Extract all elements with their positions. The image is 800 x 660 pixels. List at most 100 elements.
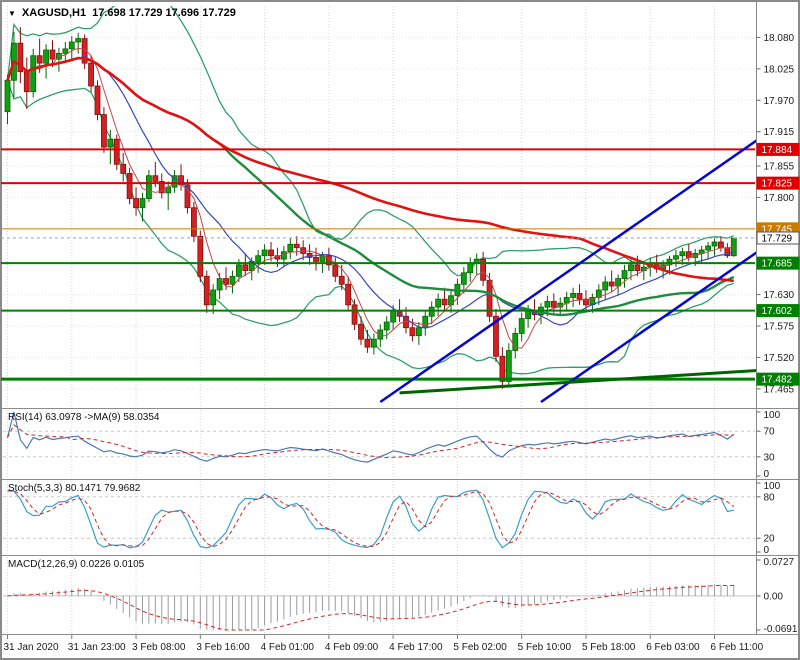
candle-body bbox=[673, 255, 679, 260]
candle-body bbox=[235, 264, 242, 277]
candle-body bbox=[171, 175, 178, 188]
sma-12-line bbox=[6, 56, 735, 329]
price-tick-label: 17.575 bbox=[764, 322, 795, 333]
candle-body bbox=[377, 329, 384, 340]
sma-5-line bbox=[7, 47, 734, 349]
candle-body bbox=[139, 198, 146, 209]
price-level-box bbox=[756, 372, 800, 386]
time-axis-label: 5 Feb 10:00 bbox=[518, 642, 572, 653]
price-tick-label: 18.080 bbox=[764, 33, 795, 44]
candle-body bbox=[197, 235, 204, 277]
price-level-box bbox=[756, 231, 800, 245]
candle-body bbox=[544, 301, 551, 308]
time-axis-label: 3 Feb 16:00 bbox=[196, 642, 250, 653]
candle-body bbox=[383, 321, 390, 331]
candle-body bbox=[512, 333, 519, 351]
overlay-lines-layer bbox=[6, 47, 735, 349]
candle-body bbox=[358, 323, 364, 340]
candle-body bbox=[4, 79, 11, 113]
candle-body bbox=[608, 281, 615, 287]
candle-body bbox=[634, 264, 641, 271]
indicator-tick-label: -0.0691 bbox=[764, 624, 798, 635]
price-tick-label: 17.915 bbox=[764, 127, 795, 138]
candle-body bbox=[190, 207, 197, 237]
candle-body bbox=[345, 283, 352, 306]
candle-body bbox=[146, 175, 152, 199]
candle-body bbox=[133, 198, 139, 209]
trendline-3[interactable] bbox=[399, 369, 766, 395]
candle-body bbox=[223, 278, 229, 285]
trendline-2[interactable] bbox=[540, 246, 766, 404]
candle-body bbox=[370, 338, 377, 348]
one-click-trading-icon[interactable]: ▼ bbox=[8, 9, 16, 18]
sma-90-line bbox=[6, 56, 734, 283]
candle-body bbox=[101, 114, 107, 148]
candle-body bbox=[81, 38, 88, 64]
candle-body bbox=[332, 264, 339, 277]
candle-body bbox=[711, 241, 718, 247]
candle-body bbox=[261, 249, 268, 257]
time-axis-label: 3 Feb 08:00 bbox=[132, 642, 186, 653]
time-axis-label: 5 Feb 02:00 bbox=[453, 642, 507, 653]
candle-body bbox=[718, 241, 724, 249]
candle-body bbox=[705, 245, 711, 251]
candle-body bbox=[293, 243, 300, 249]
price-level-box bbox=[756, 304, 800, 318]
candle-body bbox=[43, 49, 49, 64]
price-tick-label: 18.025 bbox=[764, 64, 795, 75]
candle-body bbox=[685, 251, 692, 258]
indicator-tick-label: 100 bbox=[764, 410, 781, 421]
price-level-box bbox=[756, 176, 800, 190]
indicator-tick-label: 0.0727 bbox=[764, 557, 795, 568]
price-tick-label: 17.630 bbox=[764, 290, 795, 301]
macd-layer bbox=[3, 584, 755, 631]
candle-body bbox=[724, 247, 731, 257]
candle-body bbox=[409, 327, 416, 337]
rsi-ma-line bbox=[7, 424, 734, 459]
candle-body bbox=[255, 255, 262, 262]
candle-body bbox=[184, 184, 191, 209]
indicator-tick-label: 0 bbox=[764, 545, 770, 556]
candle-body bbox=[242, 264, 249, 271]
candle-body bbox=[628, 264, 634, 271]
candle-body bbox=[49, 49, 56, 60]
candle-body bbox=[576, 293, 583, 300]
price-level-box-label: 17.729 bbox=[762, 234, 793, 245]
price-tick-label: 17.970 bbox=[764, 96, 795, 107]
price-tick-label: 17.855 bbox=[764, 162, 795, 173]
candle-body bbox=[23, 71, 30, 93]
candle-body bbox=[62, 48, 69, 54]
candle-body bbox=[88, 62, 94, 87]
indicator-tick-label: 100 bbox=[764, 481, 781, 492]
candle-body bbox=[17, 42, 24, 73]
stoch-layer bbox=[3, 489, 755, 549]
trendline-1[interactable] bbox=[379, 134, 766, 404]
candle-body bbox=[120, 163, 127, 174]
time-axis-label: 4 Feb 09:00 bbox=[325, 642, 379, 653]
candle-body bbox=[493, 315, 499, 357]
candle-body bbox=[152, 175, 159, 182]
candle-body bbox=[390, 310, 397, 323]
price-level-box-label: 17.745 bbox=[762, 224, 793, 235]
candle-body bbox=[268, 249, 274, 257]
candle-body bbox=[679, 251, 686, 257]
candle-body bbox=[428, 306, 435, 317]
time-axis-label: 31 Jan 23:00 bbox=[68, 642, 126, 653]
stoch-d-line bbox=[7, 490, 735, 548]
candle-body bbox=[210, 289, 217, 306]
candle-body bbox=[68, 41, 75, 50]
rsi-line bbox=[6, 411, 735, 463]
candle-body bbox=[203, 275, 210, 306]
candle-body bbox=[36, 55, 43, 64]
macd-signal-line bbox=[7, 585, 734, 631]
candle-body bbox=[602, 281, 609, 291]
candle-body bbox=[300, 247, 307, 254]
chart-symbol-label: XAGUSD,H1 bbox=[21, 7, 87, 19]
candle-body bbox=[486, 279, 493, 317]
indicator-tick-label: 80 bbox=[764, 492, 776, 503]
candle-body bbox=[570, 293, 577, 298]
candle-body bbox=[75, 38, 82, 43]
